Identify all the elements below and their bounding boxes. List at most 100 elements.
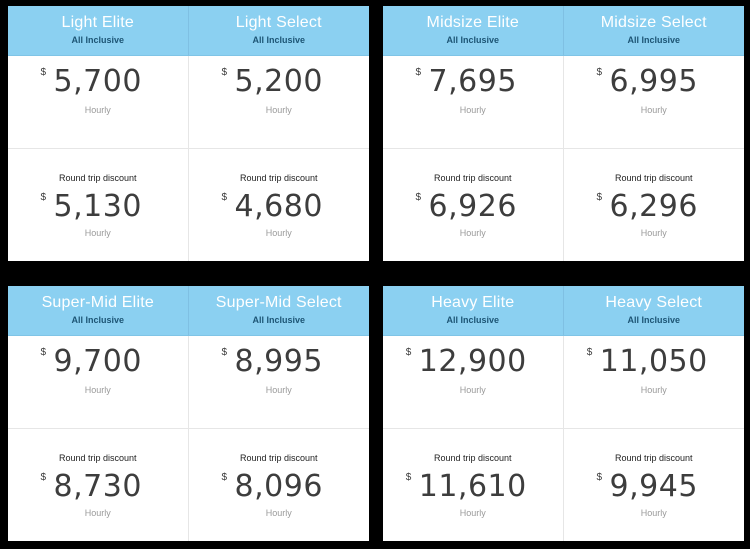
discount-label: Round trip discount <box>433 173 512 183</box>
plan-subtitle: All Inclusive <box>446 35 500 45</box>
plan-header: Light Elite All Inclusive <box>8 6 189 56</box>
hourly-price-value: 12,900 <box>418 344 527 379</box>
discount-unit-label: Hourly <box>640 228 667 238</box>
discount-unit-label: Hourly <box>640 508 667 518</box>
plan-header: Super-Mid Select All Inclusive <box>188 286 369 336</box>
currency-symbol: $ <box>405 347 412 358</box>
hourly-label: Hourly <box>640 385 667 395</box>
discount-unit-label: Hourly <box>84 508 111 518</box>
hourly-label: Hourly <box>84 105 111 115</box>
discount-label: Round trip discount <box>614 453 693 463</box>
plan-header: Heavy Select All Inclusive <box>563 286 744 336</box>
discount-price-cell: Round trip discount $6,926 Hourly <box>383 149 564 261</box>
plan-title: Midsize Elite <box>426 14 519 31</box>
discount-price-value: 8,096 <box>234 469 323 504</box>
discount-price-value: 6,926 <box>428 189 517 224</box>
discount-unit-label: Hourly <box>84 228 111 238</box>
currency-symbol: $ <box>221 472 228 483</box>
plan-header: Midsize Select All Inclusive <box>563 6 744 56</box>
hourly-price-cell: $8,995 Hourly <box>188 336 369 429</box>
currency-symbol: $ <box>221 192 228 203</box>
discount-price-cell: Round trip discount $5,130 Hourly <box>8 149 189 261</box>
plan-subtitle: All Inclusive <box>252 315 306 325</box>
hourly-label: Hourly <box>459 105 486 115</box>
discount-price-cell: Round trip discount $11,610 Hourly <box>383 429 564 541</box>
plan-title: Light Select <box>235 14 322 31</box>
discount-label: Round trip discount <box>614 173 693 183</box>
discount-unit-label: Hourly <box>265 508 292 518</box>
hourly-price: $5,200 <box>222 65 323 99</box>
discount-unit-label: Hourly <box>459 228 486 238</box>
hourly-price-cell: $12,900 Hourly <box>383 336 564 429</box>
plan-subtitle: All Inclusive <box>71 35 125 45</box>
discount-unit-label: Hourly <box>265 228 292 238</box>
pricing-panel: Light Elite All Inclusive Light Select All … <box>8 6 369 261</box>
discount-price-cell: Round trip discount $9,945 Hourly <box>563 429 744 541</box>
plan-header: Light Select All Inclusive <box>188 6 369 56</box>
currency-symbol: $ <box>40 192 47 203</box>
hourly-price-cell: $5,200 Hourly <box>188 56 369 149</box>
hourly-price-value: 11,050 <box>599 344 708 379</box>
hourly-price-value: 9,700 <box>53 344 142 379</box>
discount-unit-label: Hourly <box>459 508 486 518</box>
discount-label: Round trip discount <box>239 453 318 463</box>
plan-title: Super-Mid Select <box>215 294 342 311</box>
discount-price-cell: Round trip discount $8,730 Hourly <box>8 429 189 541</box>
currency-symbol: $ <box>586 347 593 358</box>
discount-price-value: 6,296 <box>609 189 698 224</box>
discount-price: $6,926 <box>416 189 517 224</box>
plan-subtitle: All Inclusive <box>71 315 125 325</box>
plan-title: Midsize Select <box>600 14 707 31</box>
currency-symbol: $ <box>221 347 228 358</box>
plan-subtitle: All Inclusive <box>627 35 681 45</box>
discount-price-cell: Round trip discount $4,680 Hourly <box>188 149 369 261</box>
hourly-price: $11,050 <box>587 344 708 379</box>
currency-symbol: $ <box>415 67 422 78</box>
discount-price: $6,296 <box>597 189 698 224</box>
hourly-label: Hourly <box>84 385 111 395</box>
discount-label: Round trip discount <box>433 453 512 463</box>
hourly-label: Hourly <box>459 385 486 395</box>
plan-subtitle: All Inclusive <box>627 315 681 325</box>
discount-price: $9,945 <box>597 469 698 504</box>
hourly-price-cell: $9,700 Hourly <box>8 336 189 429</box>
discount-price: $11,610 <box>406 470 527 504</box>
discount-label: Round trip discount <box>58 173 137 183</box>
hourly-price-cell: $7,695 Hourly <box>383 56 564 149</box>
hourly-price: $7,695 <box>416 64 517 99</box>
discount-price: $8,096 <box>222 469 323 504</box>
pricing-panel: Super-Mid Elite All Inclusive Super-Mid Se… <box>8 286 369 541</box>
discount-label: Round trip discount <box>239 173 318 183</box>
plan-title: Heavy Select <box>605 294 703 311</box>
discount-price: $8,730 <box>41 469 142 504</box>
pricing-panel: Heavy Elite All Inclusive Heavy Select All … <box>383 286 744 541</box>
plan-title: Super-Mid Elite <box>41 294 154 311</box>
currency-symbol: $ <box>596 472 603 483</box>
plan-header: Super-Mid Elite All Inclusive <box>8 286 189 336</box>
hourly-price-value: 7,695 <box>428 64 517 99</box>
discount-price-cell: Round trip discount $6,296 Hourly <box>563 149 744 261</box>
plan-subtitle: All Inclusive <box>252 35 306 45</box>
hourly-label: Hourly <box>265 385 292 395</box>
discount-price: $4,680 <box>222 189 323 224</box>
hourly-price: $9,700 <box>41 344 142 379</box>
currency-symbol: $ <box>221 67 228 78</box>
hourly-price-value: 8,995 <box>234 344 323 379</box>
hourly-price: $8,995 <box>222 344 323 379</box>
discount-price: $5,130 <box>41 189 142 224</box>
discount-price-value: 9,945 <box>609 469 698 504</box>
hourly-label: Hourly <box>640 105 667 115</box>
discount-price-value: 5,130 <box>53 189 142 224</box>
hourly-price-cell: $6,995 Hourly <box>563 56 744 149</box>
discount-label: Round trip discount <box>58 453 137 463</box>
currency-symbol: $ <box>40 347 47 358</box>
currency-symbol: $ <box>40 472 47 483</box>
plan-subtitle: All Inclusive <box>446 315 500 325</box>
plan-header: Midsize Elite All Inclusive <box>383 6 564 56</box>
hourly-price: $5,700 <box>41 65 142 99</box>
discount-price-value: 4,680 <box>234 189 323 224</box>
discount-price-value: 8,730 <box>53 469 142 504</box>
hourly-price: $6,995 <box>597 65 698 99</box>
hourly-price-cell: $11,050 Hourly <box>563 336 744 429</box>
discount-price-cell: Round trip discount $8,096 Hourly <box>188 429 369 541</box>
